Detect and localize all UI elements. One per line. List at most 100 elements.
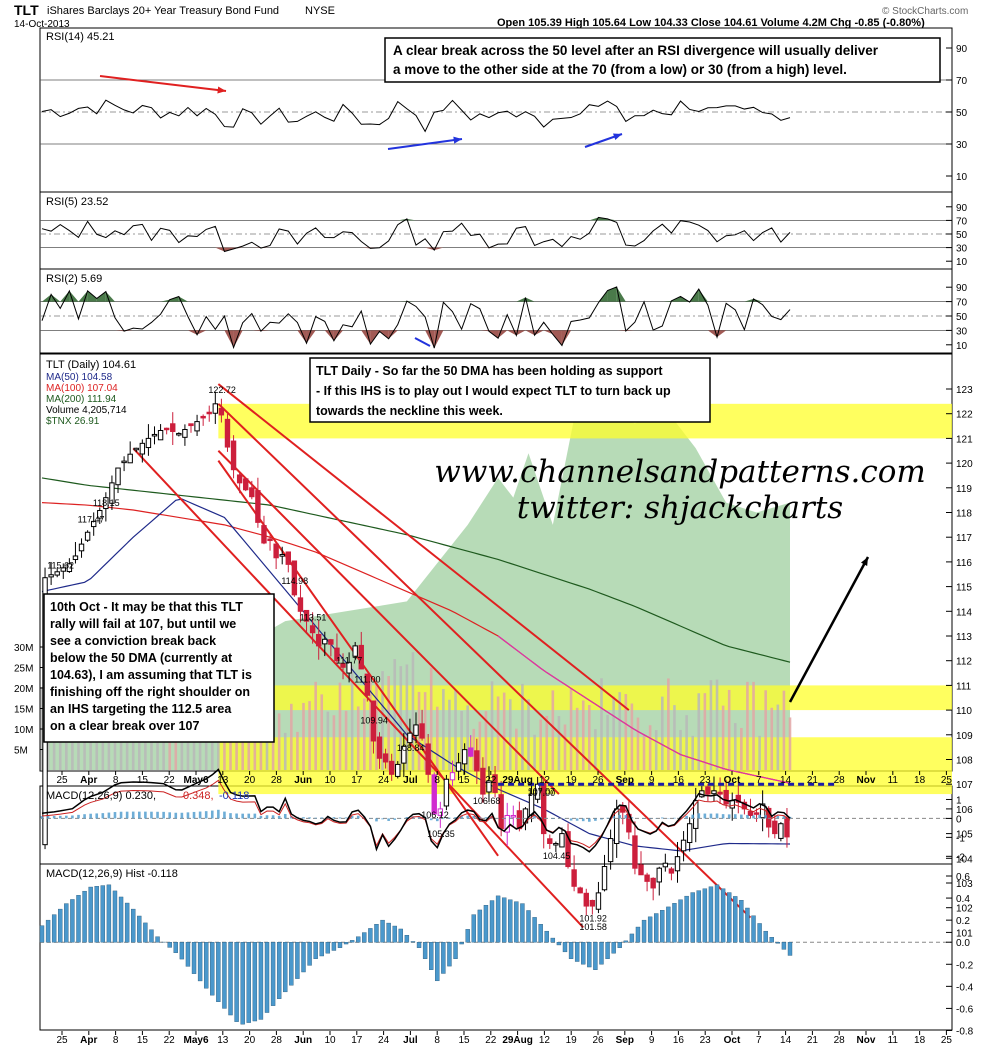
rsi-oversold-fill xyxy=(114,330,125,332)
volume-bar xyxy=(673,705,676,770)
volume-bar xyxy=(369,676,372,770)
hist-bar xyxy=(453,942,458,959)
rsi-divergence-arrow-head xyxy=(217,86,226,94)
hist-bar xyxy=(532,917,537,943)
macd-histogram-bar xyxy=(283,813,287,819)
volume-bar xyxy=(83,718,86,770)
macd-histogram-bar xyxy=(387,818,390,821)
macd-histogram-bar xyxy=(375,818,378,822)
volume-bar xyxy=(545,715,549,770)
macd-histogram-bar xyxy=(131,811,135,819)
candle-body xyxy=(772,820,778,835)
ma200-line xyxy=(41,477,791,663)
volume-bar xyxy=(758,735,761,770)
x-axis-label: 11 xyxy=(888,775,899,786)
x-axis-label: 9 xyxy=(649,1035,655,1046)
hist-bar xyxy=(641,919,647,943)
candle-body xyxy=(121,460,127,464)
candle-body xyxy=(382,753,389,763)
volume-bar xyxy=(703,693,707,770)
candle-body xyxy=(139,442,146,455)
price-label: 114.98 xyxy=(281,576,308,586)
trend-channel-line xyxy=(217,450,560,795)
candle-body xyxy=(340,663,346,668)
candle-body xyxy=(236,474,243,484)
hist-bar xyxy=(295,942,300,979)
hist-bar xyxy=(222,942,227,1009)
volume-bar xyxy=(533,734,536,770)
x-axis-label: 11 xyxy=(888,1035,899,1046)
macd-line xyxy=(41,768,791,853)
rsi-line-rsi5 xyxy=(41,216,791,253)
rsi-overbought-fill xyxy=(397,301,407,302)
volume-bar xyxy=(442,689,445,770)
volume-bar xyxy=(174,734,178,770)
macd-histogram-bar xyxy=(52,815,56,819)
x-axis-label: 13 xyxy=(217,775,229,786)
hist-bar xyxy=(471,914,476,943)
volume-bar xyxy=(721,705,725,770)
volume-bar xyxy=(423,692,427,770)
hist-bar xyxy=(435,942,440,982)
rsi-oversold-fill xyxy=(717,330,727,338)
volume-bar xyxy=(521,683,524,770)
candle-body xyxy=(461,749,468,765)
x-axis-label: 25 xyxy=(941,775,953,786)
candle-body xyxy=(97,510,103,519)
rsi-axis-rsi5-label: 30 xyxy=(956,244,968,255)
macd-histogram-bar xyxy=(697,813,701,819)
volume-bar xyxy=(588,704,591,770)
candle-body xyxy=(747,810,754,816)
price-note-line2: - If this IHS is to play out I would exp… xyxy=(316,384,671,398)
candle-body xyxy=(486,780,492,793)
candle-body xyxy=(510,814,517,818)
x-axis-label: 15 xyxy=(458,775,470,786)
hist-bar xyxy=(605,942,610,959)
hist-bar xyxy=(538,924,543,943)
candle-body xyxy=(309,625,316,634)
volume-axis-label: 20M xyxy=(14,684,33,695)
hist-bar xyxy=(252,942,258,1022)
rsi-axis-rsi14-label: 30 xyxy=(956,140,968,151)
rsi-axis-rsi5-label: 90 xyxy=(956,203,968,214)
macd-histogram-bar xyxy=(581,818,585,822)
candle-body xyxy=(188,423,194,427)
volume-bar xyxy=(356,706,360,770)
macd-histogram-bar xyxy=(326,816,330,819)
hist-bar xyxy=(368,928,373,943)
x-axis-label: Oct xyxy=(724,1035,741,1046)
rsi-line-rsi2 xyxy=(41,286,791,350)
hist-bar xyxy=(654,913,659,943)
macd-histogram-bar xyxy=(484,817,488,819)
price-axis-label: 103 xyxy=(956,879,973,890)
candle-body xyxy=(66,563,73,573)
macd-histogram-bar xyxy=(417,816,421,819)
macd-histogram-bar xyxy=(648,818,652,820)
x-axis-label: 15 xyxy=(137,1035,149,1046)
price-axis-label: 123 xyxy=(956,385,973,396)
candle-body xyxy=(492,774,498,793)
macd-histogram-bar xyxy=(168,812,172,819)
candle-body xyxy=(668,868,675,874)
hist-bar xyxy=(666,906,671,943)
candle-body xyxy=(200,415,206,419)
volume-bar xyxy=(472,728,476,770)
ihs-note-line: 10th Oct - It may be that this TLT xyxy=(50,600,243,614)
hist-bar xyxy=(739,900,744,943)
hist-bar xyxy=(660,910,665,943)
macd-histogram-bar xyxy=(740,814,743,819)
chart-date: 14-Oct-2013 xyxy=(14,19,70,30)
price-axis-label: 116 xyxy=(956,558,972,569)
macd-histogram-bar xyxy=(46,816,50,819)
volume-bar xyxy=(320,694,324,770)
hist-bar xyxy=(70,899,75,943)
hist-bar xyxy=(173,942,178,953)
macd-histogram-bar xyxy=(393,818,397,820)
hist-bar xyxy=(143,922,148,943)
macd-histogram-bar xyxy=(709,813,713,819)
rsi-divergence-arrow-shaft xyxy=(387,138,463,150)
macd-axis-label: 1 xyxy=(956,795,962,806)
candle-body xyxy=(662,862,669,868)
hist-bar xyxy=(210,942,215,996)
volume-bar xyxy=(575,707,579,770)
